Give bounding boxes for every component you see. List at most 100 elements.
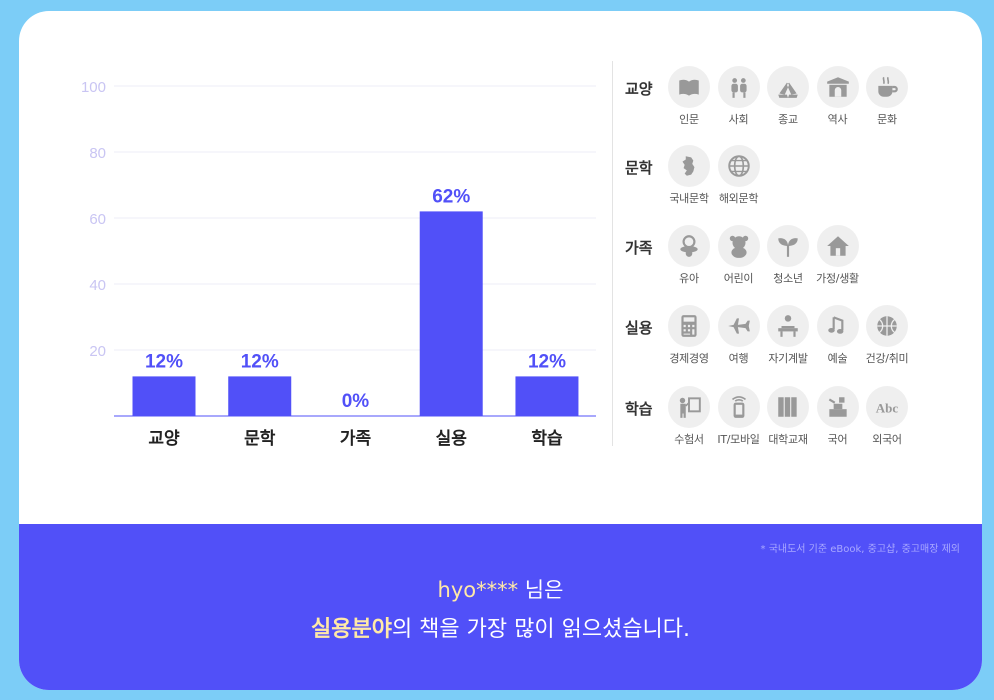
bar bbox=[419, 211, 483, 416]
korea-map-icon bbox=[668, 145, 710, 187]
summary-result-line: 실용분야의 책을 가장 많이 읽으셨습니다. bbox=[19, 611, 982, 643]
category-item-label: 건강/취미 bbox=[865, 352, 909, 365]
category-item: 자기계발 bbox=[760, 305, 816, 366]
category-group-label: 문학 bbox=[625, 159, 653, 177]
x-tick-label: 학습 bbox=[531, 429, 563, 449]
category-item-label: 청소년 bbox=[773, 272, 803, 285]
summary-rest: 의 책을 가장 많이 읽으셨습니다. bbox=[391, 617, 691, 642]
teacher-board-icon bbox=[668, 386, 710, 428]
globe-icon bbox=[717, 145, 760, 187]
people-icon bbox=[717, 66, 760, 108]
category-item: 국어 bbox=[810, 386, 866, 447]
user-id: hyo**** bbox=[437, 578, 519, 602]
house-icon bbox=[816, 225, 859, 267]
desk-icon bbox=[767, 305, 809, 347]
category-item: 예술 bbox=[810, 305, 866, 366]
reading-stats-card: 20 40 60 80 100 12% 교양 12% 문학 0% 가족 62% 실용 12% 학습 교양 인문… bbox=[19, 11, 982, 690]
pacifier-icon bbox=[668, 225, 710, 267]
summary-banner: * 국내도서 기준 eBook, 중고샵, 중고매장 제외 hyo**** 님은… bbox=[19, 524, 982, 690]
book-icon bbox=[668, 66, 710, 108]
category-item-label: 문화 bbox=[877, 113, 897, 126]
category-item: 사회 bbox=[711, 66, 767, 127]
music-note-icon bbox=[816, 305, 859, 347]
category-item: 건강/취미 bbox=[859, 305, 915, 366]
category-item: 여행 bbox=[711, 305, 767, 366]
abc-icon: Abc bbox=[866, 386, 908, 428]
teddy-bear-icon bbox=[717, 225, 760, 267]
y-tick-label: 60 bbox=[89, 211, 106, 228]
category-item-label: 가정/생활 bbox=[816, 272, 859, 285]
mobile-icon bbox=[717, 386, 760, 428]
calculator-icon bbox=[668, 305, 710, 347]
category-group-label: 가족 bbox=[625, 239, 653, 257]
category-item: 종교 bbox=[760, 66, 816, 127]
books-icon bbox=[767, 386, 809, 428]
data-label: 62% bbox=[432, 186, 470, 207]
blocks-icon bbox=[816, 386, 859, 428]
category-item-label: IT/모바일 bbox=[717, 433, 760, 446]
bar bbox=[515, 376, 579, 416]
y-tick-label: 100 bbox=[81, 79, 106, 96]
data-label: 0% bbox=[342, 391, 370, 412]
category-item-label: 유아 bbox=[679, 272, 699, 285]
x-tick-label: 문학 bbox=[244, 429, 276, 449]
category-item-label: 예술 bbox=[827, 352, 848, 365]
user-suffix: 님은 bbox=[518, 578, 564, 602]
gate-icon bbox=[816, 66, 859, 108]
data-label: 12% bbox=[145, 351, 183, 372]
category-item: IT/모바일 bbox=[711, 386, 767, 447]
category-item-label: 어린이 bbox=[723, 272, 754, 285]
category-item: 문화 bbox=[859, 66, 915, 127]
category-item-label: 국내문학 bbox=[669, 192, 709, 205]
category-item-label: 국어 bbox=[827, 433, 848, 446]
category-item: 수험서 bbox=[661, 386, 717, 447]
x-tick-label: 가족 bbox=[340, 429, 372, 449]
top-category-highlight: 실용분야 bbox=[310, 617, 392, 642]
bar bbox=[228, 376, 292, 416]
category-item-label: 종교 bbox=[778, 113, 798, 126]
category-item-label: 사회 bbox=[728, 113, 749, 126]
category-bar-chart: 20 40 60 80 100 12% 교양 12% 문학 0% 가족 62% 실용 12% 학습 bbox=[81, 79, 596, 449]
coffee-cup-icon bbox=[866, 66, 908, 108]
praying-hands-icon bbox=[767, 66, 809, 108]
summary-user-line: hyo**** 님은 bbox=[19, 574, 982, 604]
y-tick-label: 20 bbox=[89, 343, 106, 360]
category-item-label: 해외문학 bbox=[718, 192, 759, 205]
category-item-label: 인문 bbox=[679, 113, 699, 126]
category-item: Abc 외국어 bbox=[859, 386, 915, 447]
category-item-label: 대학교재 bbox=[768, 433, 808, 446]
category-item-label: 경제경영 bbox=[669, 352, 709, 365]
category-group-label: 실용 bbox=[625, 319, 653, 337]
y-tick-label: 40 bbox=[89, 277, 106, 294]
y-tick-label: 80 bbox=[89, 145, 106, 162]
category-group-label: 학습 bbox=[625, 400, 653, 418]
category-item: 어린이 bbox=[711, 225, 767, 286]
chart-divider bbox=[612, 61, 613, 446]
category-item-label: 외국어 bbox=[872, 433, 902, 446]
category-item: 역사 bbox=[810, 66, 866, 127]
category-item: 경제경영 bbox=[661, 305, 717, 366]
category-item: 청소년 bbox=[760, 225, 816, 286]
category-item: 가정/생활 bbox=[810, 225, 866, 286]
ball-icon bbox=[866, 305, 908, 347]
category-item-label: 수험서 bbox=[674, 433, 704, 446]
category-item: 인문 bbox=[661, 66, 717, 127]
data-label: 12% bbox=[241, 351, 279, 372]
category-item: 해외문학 bbox=[711, 145, 767, 206]
category-item: 대학교재 bbox=[760, 386, 816, 447]
x-tick-label: 교양 bbox=[148, 429, 180, 449]
category-item-label: 역사 bbox=[827, 113, 848, 126]
x-tick-label: 실용 bbox=[436, 429, 468, 449]
sprout-icon bbox=[767, 225, 809, 267]
airplane-icon bbox=[717, 305, 760, 347]
category-item: 국내문학 bbox=[661, 145, 717, 206]
category-group-label: 교양 bbox=[625, 80, 653, 98]
category-item-label: 여행 bbox=[728, 352, 749, 365]
data-label: 12% bbox=[528, 351, 566, 372]
category-item: 유아 bbox=[661, 225, 717, 286]
